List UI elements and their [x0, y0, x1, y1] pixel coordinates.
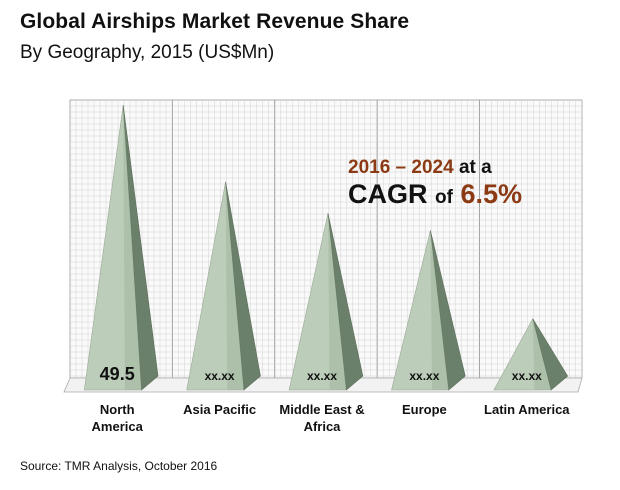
pyramid-face-shade — [225, 181, 244, 390]
chart-subtitle: By Geography, 2015 (US$Mn) — [20, 42, 275, 63]
value-label: xx.xx — [307, 369, 337, 383]
pyramid-bar — [83, 104, 159, 391]
pyramid-bar — [288, 213, 364, 391]
source-note: Source: TMR Analysis, October 2016 — [20, 459, 218, 473]
pyramid-face-shade — [328, 213, 347, 390]
pyramid-face-shade — [430, 230, 449, 390]
pyramid-face-side — [225, 181, 261, 391]
value-label: xx.xx — [512, 369, 542, 383]
category-label: Europe — [402, 402, 447, 417]
pyramid-bar — [391, 230, 466, 391]
pyramid-bar — [186, 181, 261, 391]
category-label: Middle East & — [279, 402, 364, 417]
category-label-line2: Africa — [304, 419, 342, 434]
category-label: Asia Pacific — [183, 402, 256, 417]
pyramid-face-side — [532, 318, 569, 391]
pyramid-face-shade — [123, 105, 142, 390]
chart-title: Global Airships Market Revenue Share — [20, 10, 410, 33]
value-label: 49.5 — [100, 364, 135, 384]
pyramid-layer — [83, 104, 569, 391]
category-label: North — [100, 402, 135, 417]
cagr-years: 2016 – 2024 — [348, 157, 454, 178]
cagr-of: of — [435, 186, 453, 208]
value-label: xx.xx — [205, 369, 235, 383]
pyramid-face-side — [327, 213, 364, 391]
pyramid-bar — [493, 317, 569, 391]
category-label: Latin America — [484, 402, 570, 417]
value-label: xx.xx — [409, 369, 439, 383]
cagr-rate: 6.5% — [460, 178, 523, 209]
cagr-annotation: 2016 – 2024 at a CAGR of 6.5% — [348, 157, 558, 210]
pyramid-face-shade — [532, 318, 552, 390]
cagr-label: CAGR — [348, 178, 428, 209]
cagr-at-a: at a — [458, 157, 492, 178]
label-layer: 49.5 North America xx.xx Asia Pacific xx.xx Mi… — [92, 364, 571, 434]
category-label-line2: America — [92, 419, 144, 434]
